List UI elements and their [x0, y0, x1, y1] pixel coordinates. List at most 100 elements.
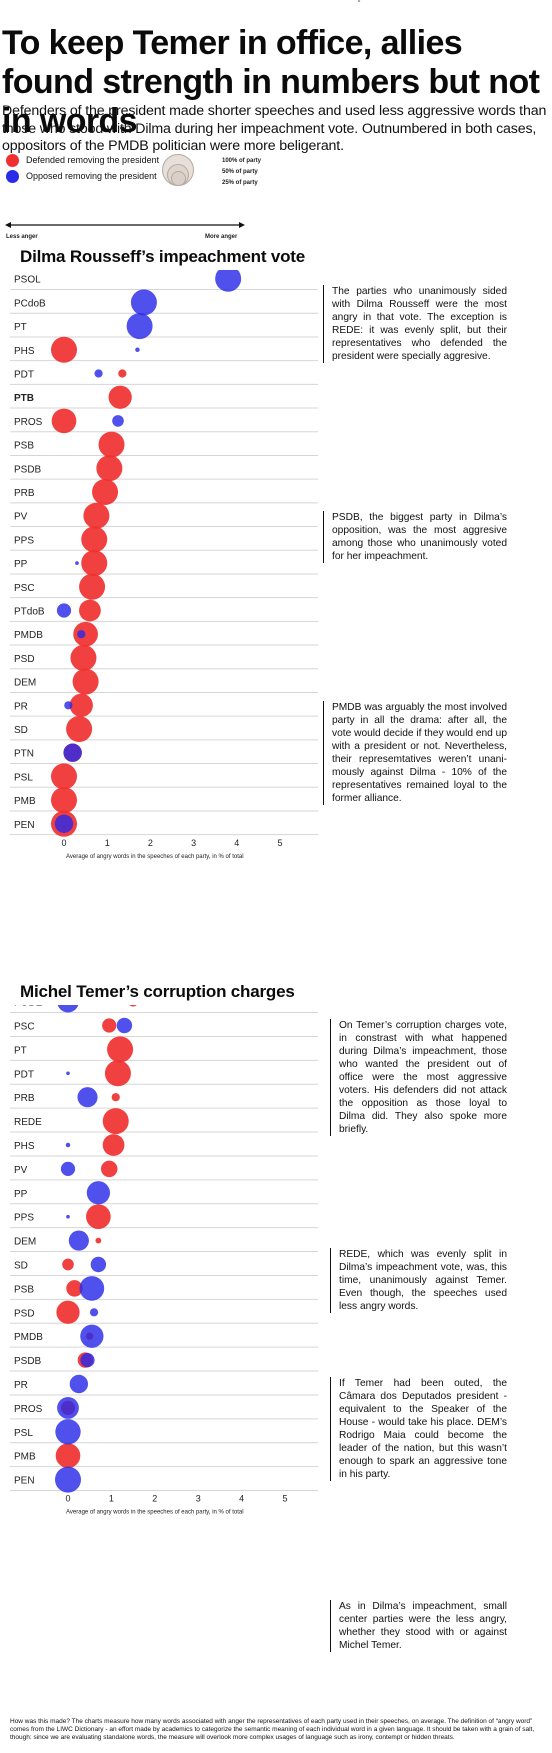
dilma-party-label: PDT: [14, 370, 34, 381]
dilma-x-axis-title: Average of angry words in the speeches o…: [66, 854, 244, 860]
legend-defended-label: Defended removing the president: [26, 155, 159, 165]
dilma-party-label: DEM: [14, 678, 36, 689]
temer-party-label: PMDB: [14, 1332, 43, 1343]
dilma-bubble-opposed-pcdob: [131, 289, 157, 315]
dilma-bubble-defended-phs: [51, 337, 77, 363]
temer-party-label: PDT: [14, 1069, 34, 1080]
dilma-party-label: PSL: [14, 772, 33, 783]
dilma-party-label: PP: [14, 559, 28, 570]
temer-bubble-opposed-pr: [70, 1375, 88, 1393]
temer-bubble-defended-psd: [56, 1301, 79, 1324]
temer-bubble-opposed-pen: [55, 1467, 81, 1493]
temer-bubble-opposed-psl: [55, 1419, 80, 1444]
dilma-bubble-defended-pp: [81, 550, 107, 576]
dilma-bubble-defended-pr: [70, 694, 93, 717]
dilma-party-label: PROS: [14, 417, 43, 428]
temer-bubble-defended-pode: [128, 1005, 138, 1007]
temer-x-tick-label: 2: [152, 1494, 157, 1504]
temer-annotation-2: REDE, which was evenly split in Dilma’s …: [330, 1248, 507, 1313]
temer-party-label: PSL: [14, 1428, 33, 1439]
dilma-party-label: PTN: [14, 749, 34, 760]
dilma-bubble-defended-psd: [70, 645, 96, 671]
temer-party-label: PR: [14, 1380, 28, 1391]
dilma-bubble-defended-prb: [92, 479, 118, 505]
temer-bubble-opposed-prb: [77, 1087, 97, 1107]
dilma-chart: RedePSOLPCdoBPTPHSPDTPTBPROSPSBPSDBPRBPV…: [0, 270, 330, 980]
temer-bubble-defended-rede: [103, 1108, 129, 1134]
dilma-bubble-defended-psdb: [96, 455, 122, 481]
dilma-x-tick-label: 1: [105, 838, 110, 848]
temer-party-label: PV: [14, 1165, 28, 1176]
dilma-bubble-defended-pmb: [51, 787, 77, 813]
dilma-party-label: PHS: [14, 346, 35, 357]
temer-party-label: PODE: [14, 1005, 43, 1009]
methodology-note-text: How was this made? The charts measure ho…: [10, 1718, 534, 1741]
dilma-bubble-defended-pdt: [118, 369, 126, 377]
legend-opposed-label: Opposed removing the president: [26, 171, 157, 181]
temer-party-label: PT: [14, 1045, 27, 1056]
temer-party-label: PRB: [14, 1093, 35, 1104]
dilma-party-label: PTdoB: [14, 607, 45, 618]
dilma-bubble-defended-ptb: [109, 386, 132, 409]
temer-bubble-defended-pv: [101, 1161, 117, 1177]
temer-bubble-defended-prb: [112, 1093, 120, 1101]
temer-party-label: PPS: [14, 1213, 34, 1224]
temer-bubble-opposed-pros: [57, 1397, 79, 1419]
temer-bubble-opposed-pps: [66, 1215, 70, 1219]
dilma-x-tick-label: 5: [277, 838, 282, 848]
dilma-party-label: PSOL: [14, 275, 41, 286]
temer-bubble-opposed-pdt: [66, 1071, 70, 1075]
dilma-bubble-opposed-pdt: [94, 369, 102, 377]
temer-party-label: PSDB: [14, 1356, 42, 1367]
temer-bubble-defended-pps: [86, 1204, 111, 1229]
temer-bubble-opposed-pmdb: [80, 1325, 103, 1348]
legend-defended: Defended removing the president: [6, 153, 159, 167]
temer-bubble-opposed-pv: [61, 1162, 75, 1176]
dilma-party-label: PMB: [14, 796, 36, 807]
dilma-party-label: SD: [14, 725, 28, 736]
temer-bubble-defended-pt: [107, 1036, 133, 1062]
temer-bubble-opposed-dem: [69, 1231, 89, 1251]
dilma-party-label: PCdoB: [14, 298, 46, 309]
temer-bubble-opposed-psd: [90, 1308, 98, 1316]
dilma-bubble-opposed-pt: [127, 313, 153, 339]
dilma-bubble-opposed-ptdob: [57, 603, 71, 617]
temer-annotation-1: On Temer’s corruption charges vote, in c…: [330, 1019, 507, 1136]
dilma-bubble-defended-pv: [83, 503, 109, 529]
temer-party-label: PSD: [14, 1308, 35, 1319]
dilma-annotation-2: PSDB, the biggest party in Dilma’s oppos…: [323, 511, 507, 563]
dilma-party-label: PR: [14, 701, 28, 712]
temer-bubble-opposed-psdb: [80, 1353, 94, 1367]
temer-chart: PSOLPTBPCdoBPTdoBPODEPSCPTPDTPRBREDEPHSP…: [0, 1005, 330, 1710]
dilma-x-tick-label: 2: [148, 838, 153, 848]
temer-x-tick-label: 3: [196, 1494, 201, 1504]
dilma-chart-title: Dilma Rousseff’s impeachment vote: [20, 247, 305, 267]
dilma-bubble-defended-dem: [73, 669, 99, 695]
temer-party-label: REDE: [14, 1117, 42, 1128]
dilma-annotation-3: PMDB was arguably the most involved part…: [323, 701, 507, 805]
dilma-bubble-defended-pros: [52, 409, 77, 434]
temer-bubble-opposed-psc: [117, 1018, 132, 1033]
temer-bubble-defended-pmb: [56, 1443, 81, 1468]
temer-bubble-opposed-pode: [57, 1005, 79, 1012]
methodology-note: How was this made? The charts measure ho…: [10, 1718, 545, 1741]
dilma-bubble-opposed-ptn: [63, 744, 81, 762]
temer-x-tick-label: 5: [282, 1494, 287, 1504]
dek-paragraph: Defenders of the president made shorter …: [2, 103, 550, 156]
temer-party-label: PP: [14, 1189, 28, 1200]
dilma-bubble-defended-pps: [81, 526, 107, 552]
temer-bubble-opposed-sd: [91, 1257, 106, 1272]
dilma-bubble-defended-psb: [99, 432, 125, 458]
dilma-party-label: PV: [14, 512, 28, 523]
temer-bubble-opposed-psb: [80, 1276, 105, 1301]
temer-annotation-3: If Temer had been outed, the Câmara dos …: [330, 1377, 507, 1481]
temer-party-label: PSB: [14, 1284, 34, 1295]
size-key-label-25: 25% of party: [222, 180, 258, 186]
dilma-party-label: PPS: [14, 535, 34, 546]
temer-x-axis-title: Average of angry words in the speeches o…: [66, 1510, 244, 1516]
dilma-party-label: PRB: [14, 488, 35, 499]
temer-bubble-defended-psc: [102, 1018, 116, 1032]
dilma-x-tick-label: 3: [191, 838, 196, 848]
dilma-bubble-opposed-pr: [64, 701, 72, 709]
dilma-bubble-defended-ptdob: [79, 600, 101, 622]
